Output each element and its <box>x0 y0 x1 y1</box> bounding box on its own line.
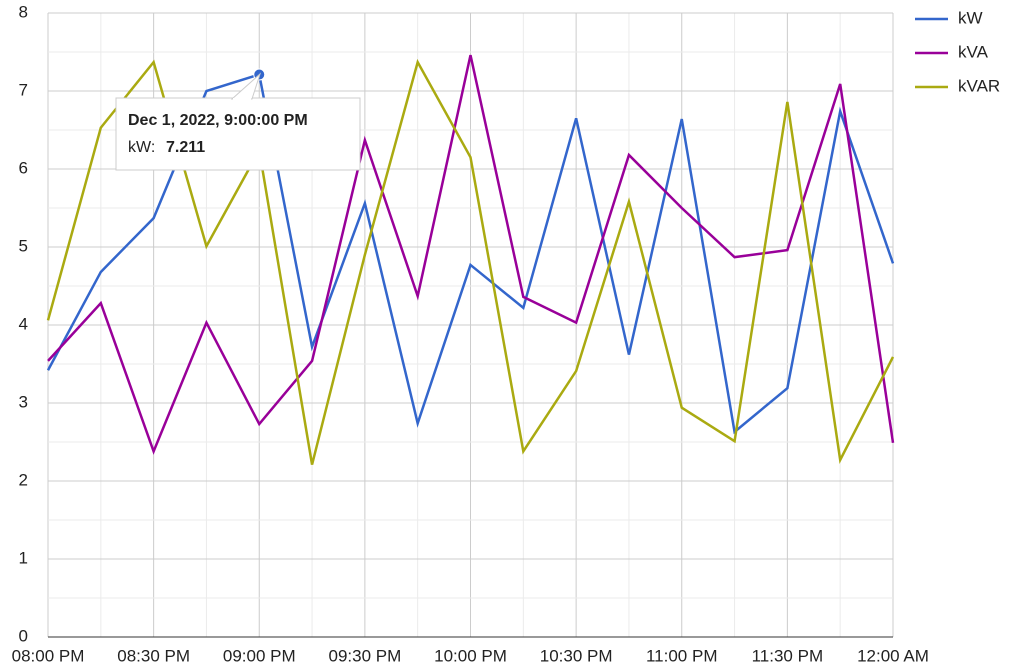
legend: kW kVA kVAR <box>915 8 1000 95</box>
y-tick-label: 4 <box>19 314 28 333</box>
plot <box>46 54 895 465</box>
tooltip-title: Dec 1, 2022, 9:00:00 PM <box>128 112 308 129</box>
legend-label: kW <box>958 8 983 27</box>
tooltip-label: kW: <box>128 139 155 156</box>
y-tick-label: 2 <box>19 470 28 489</box>
tooltip-value: 7.211 <box>166 139 205 156</box>
series-line <box>46 58 895 465</box>
x-tick-label: 08:00 PM <box>12 646 85 665</box>
tooltip-box <box>115 97 361 171</box>
series-line <box>47 54 895 455</box>
x-tick-label: 08:30 PM <box>117 646 190 665</box>
legend-label: kVAR <box>958 76 1000 95</box>
x-tick-label: 12:00 AM <box>857 646 929 665</box>
y-tick-label: 7 <box>19 80 28 99</box>
x-tick-label: 09:30 PM <box>328 646 401 665</box>
legend-label: kVA <box>958 42 989 61</box>
y-tick-label: 8 <box>19 2 28 21</box>
tooltip: Dec 1, 2022, 9:00:00 PM kW: 7.211 <box>115 72 361 171</box>
x-tick-label: 09:00 PM <box>223 646 296 665</box>
x-tick-label: 10:30 PM <box>540 646 613 665</box>
y-tick-label: 1 <box>19 548 28 567</box>
y-tick-label: 6 <box>19 158 28 177</box>
y-tick-label: 0 <box>19 626 28 645</box>
x-tick-label: 11:00 PM <box>646 646 718 665</box>
x-tick-label: 11:30 PM <box>752 646 824 665</box>
y-tick-label: 3 <box>19 392 28 411</box>
x-tick-label: 10:00 PM <box>434 646 507 665</box>
y-tick-label: 5 <box>19 236 28 255</box>
